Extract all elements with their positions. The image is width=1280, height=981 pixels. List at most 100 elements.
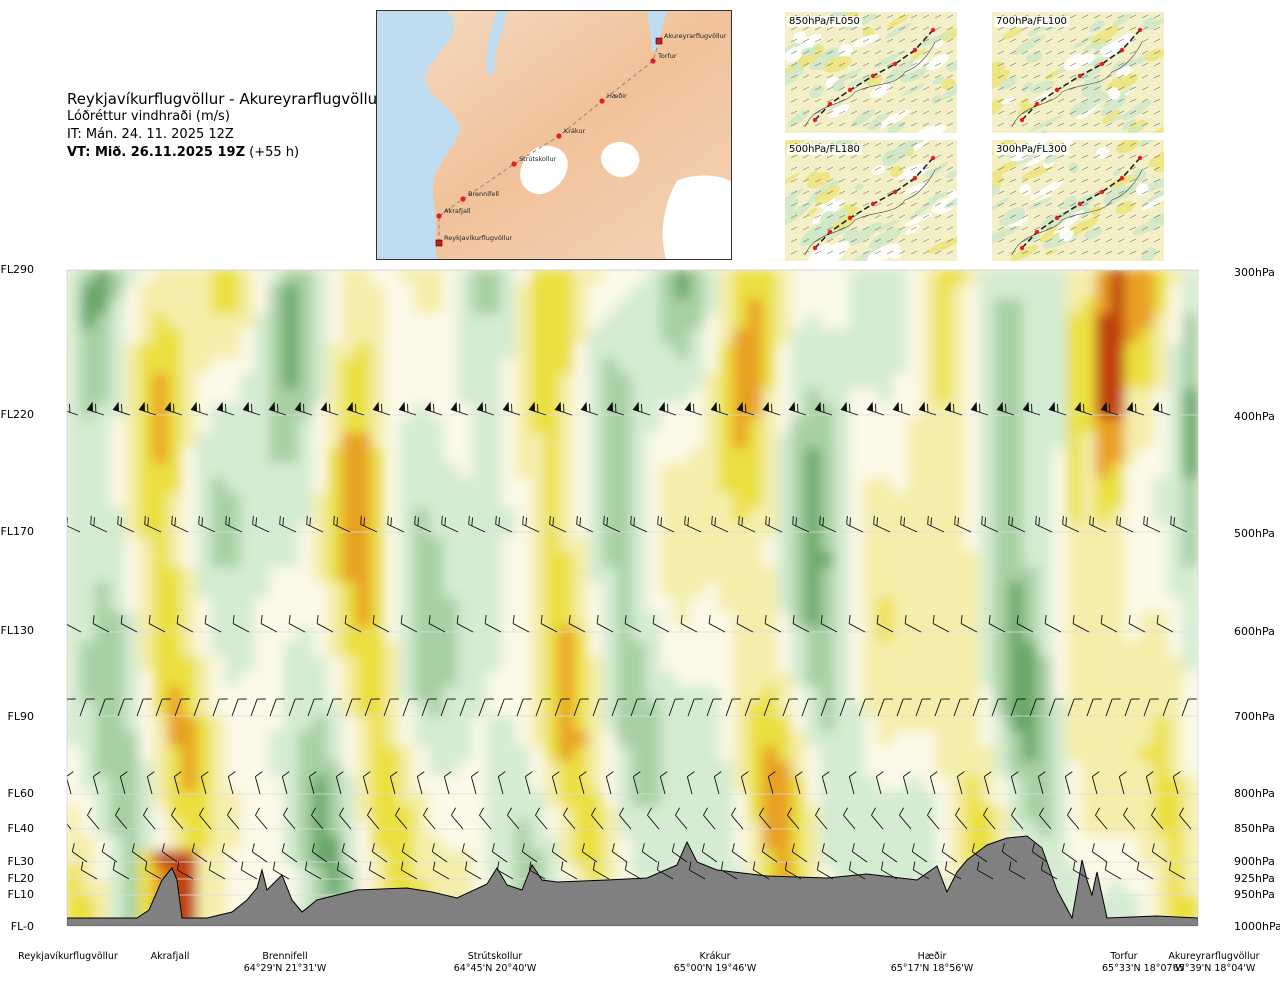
wind-barb-feather bbox=[926, 260, 932, 269]
mini-map-wind-barb bbox=[1009, 190, 1017, 195]
wind-barb-pennant bbox=[161, 255, 170, 266]
velocity-cell bbox=[312, 343, 329, 361]
velocity-cell bbox=[892, 761, 909, 778]
velocity-cell bbox=[1066, 270, 1083, 286]
velocity-cell bbox=[283, 641, 300, 659]
velocity-cell bbox=[443, 313, 460, 331]
mini-map-wind-barb bbox=[1105, 26, 1113, 31]
wind-barb-feather bbox=[668, 257, 674, 266]
velocity-cell bbox=[950, 656, 967, 674]
velocity-cell bbox=[544, 462, 561, 480]
velocity-cell bbox=[312, 716, 329, 734]
mini-map-wind-barb bbox=[1093, 38, 1101, 43]
velocity-cell bbox=[791, 507, 808, 525]
velocity-cell bbox=[849, 626, 866, 644]
mini-map-wind-barb bbox=[862, 50, 870, 55]
velocity-cell bbox=[457, 313, 474, 331]
wind-barb-feather bbox=[506, 260, 512, 269]
velocity-cell bbox=[80, 388, 97, 406]
velocity-cell bbox=[733, 418, 750, 435]
mini-map-field-patch bbox=[909, 48, 927, 62]
velocity-cell bbox=[921, 597, 938, 614]
velocity-cell bbox=[1008, 343, 1025, 361]
velocity-cell bbox=[1139, 283, 1156, 301]
wind-barb bbox=[692, 270, 711, 271]
velocity-cell bbox=[443, 731, 460, 749]
velocity-cell bbox=[515, 477, 532, 495]
velocity-cell bbox=[486, 462, 503, 480]
velocity-cell bbox=[428, 611, 445, 629]
velocity-cell bbox=[660, 805, 677, 823]
velocity-cell bbox=[1110, 686, 1127, 704]
wind-barb bbox=[1042, 270, 1061, 271]
velocity-cell bbox=[588, 835, 605, 853]
velocity-cell bbox=[718, 492, 735, 510]
velocity-cell bbox=[109, 358, 126, 376]
velocity-cell bbox=[791, 462, 808, 480]
velocity-cell bbox=[254, 358, 271, 376]
wind-barb-feather bbox=[836, 257, 842, 266]
wind-barb-staff bbox=[636, 270, 655, 271]
velocity-cell bbox=[791, 805, 808, 823]
velocity-cell bbox=[341, 716, 358, 734]
velocity-cell bbox=[791, 537, 808, 555]
wind-barb bbox=[790, 270, 809, 271]
velocity-cell bbox=[109, 418, 126, 435]
velocity-cell bbox=[573, 611, 590, 629]
velocity-cell bbox=[936, 850, 953, 868]
velocity-cell bbox=[428, 433, 445, 450]
velocity-cell bbox=[1139, 626, 1156, 644]
wind-barb-feather bbox=[511, 403, 513, 413]
velocity-cell bbox=[269, 775, 286, 793]
mini-map-wind-barb bbox=[826, 110, 834, 115]
velocity-cell bbox=[602, 328, 619, 346]
velocity-cell bbox=[153, 313, 170, 331]
velocity-cell bbox=[1110, 492, 1127, 510]
velocity-cell bbox=[356, 626, 373, 644]
velocity-cell bbox=[776, 537, 793, 555]
wind-barb-pennant bbox=[721, 255, 730, 266]
velocity-cell bbox=[863, 611, 880, 629]
mini-map-field-patch bbox=[1029, 189, 1043, 201]
velocity-cell bbox=[153, 492, 170, 510]
wind-barb-feather bbox=[1035, 259, 1041, 268]
wind-barb-feather bbox=[752, 257, 758, 266]
velocity-cell bbox=[602, 656, 619, 674]
mini-map-wind-barb bbox=[1057, 238, 1065, 243]
wind-barb-pennant bbox=[658, 401, 665, 412]
velocity-cell bbox=[863, 746, 880, 763]
velocity-cell bbox=[370, 507, 387, 525]
mini-map-wind-barb bbox=[934, 178, 942, 183]
mini-map-wind-barb bbox=[910, 214, 918, 219]
wind-barb bbox=[710, 401, 729, 416]
velocity-cell bbox=[1153, 850, 1170, 868]
mini-map-wind-barb bbox=[1081, 166, 1089, 171]
mini-map-wind-barb bbox=[1009, 226, 1017, 231]
mini-map-wind-barb bbox=[934, 26, 942, 31]
velocity-cell bbox=[776, 656, 793, 674]
wind-barb bbox=[398, 401, 417, 416]
velocity-cell bbox=[849, 746, 866, 763]
velocity-cell bbox=[341, 313, 358, 331]
velocity-cell bbox=[225, 507, 242, 525]
wind-barb-feather bbox=[604, 260, 610, 269]
velocity-cell bbox=[341, 537, 358, 555]
velocity-cell bbox=[67, 388, 83, 406]
mini-map-wind-barb bbox=[1045, 214, 1053, 219]
velocity-cell bbox=[312, 552, 329, 570]
wind-barb bbox=[67, 402, 79, 416]
velocity-cell bbox=[965, 716, 982, 734]
mini-map-wind-barb bbox=[1057, 122, 1065, 127]
wind-barb-feather bbox=[304, 257, 310, 266]
mini-map-wind-barb bbox=[874, 154, 882, 159]
velocity-cell bbox=[1139, 492, 1156, 510]
velocity-cell bbox=[646, 775, 663, 793]
velocity-cell bbox=[1023, 716, 1040, 734]
velocity-cell bbox=[1052, 626, 1069, 644]
wind-barb-feather bbox=[223, 259, 229, 268]
velocity-cell bbox=[660, 373, 677, 391]
velocity-cell bbox=[443, 552, 460, 570]
velocity-cell bbox=[921, 835, 938, 853]
velocity-cell bbox=[254, 477, 271, 495]
velocity-cell bbox=[1168, 850, 1185, 868]
